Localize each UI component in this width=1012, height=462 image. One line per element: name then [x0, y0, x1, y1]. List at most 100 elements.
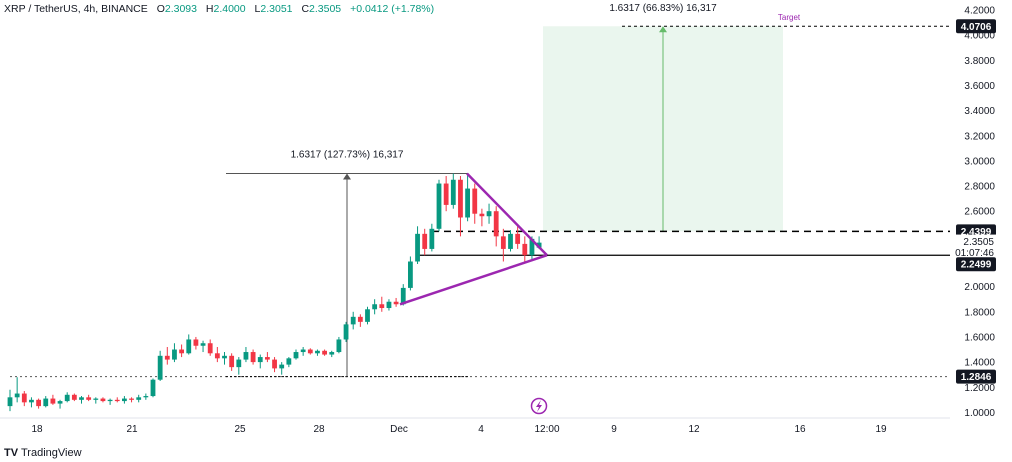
triangle-lower-line[interactable]: [399, 254, 548, 306]
price-tick-label: 1.8000: [964, 307, 995, 318]
candle-body: [86, 397, 92, 400]
candle-body: [315, 350, 320, 354]
events-lightning-icon[interactable]: [530, 397, 548, 415]
candle-body: [508, 233, 513, 249]
candle-body: [179, 349, 184, 354]
candle-body: [458, 179, 463, 218]
price-tick-label: 2.0000: [964, 282, 995, 293]
candle-body: [307, 349, 313, 354]
candle-body: [122, 398, 127, 402]
candle-body: [143, 396, 149, 398]
tradingview-logo[interactable]: TV TradingView: [4, 447, 82, 459]
candle-body: [200, 343, 206, 346]
candle-body: [236, 359, 242, 368]
price-tick-label: 3.0000: [964, 156, 995, 167]
candle-body: [515, 233, 521, 244]
price-tick-label: 3.4000: [964, 106, 995, 117]
candle-body: [186, 339, 192, 354]
price-tick-label: 1.6000: [964, 332, 995, 343]
low-value: 2.3051: [260, 3, 292, 15]
time-tick-label: 16: [794, 424, 806, 435]
candle-body: [429, 228, 435, 249]
time-tick-label: 9: [611, 424, 617, 435]
candle-body: [7, 397, 13, 407]
candle-body: [450, 179, 456, 205]
target-annotation: Target: [778, 13, 801, 22]
candle-body: [379, 304, 385, 309]
candle-body: [300, 349, 306, 353]
candle-body: [350, 316, 356, 325]
candle-body: [365, 309, 370, 322]
price-label-text: 01:07:46: [955, 248, 994, 259]
price-tick-label: 3.2000: [964, 131, 995, 142]
candle-body: [172, 349, 177, 360]
candle-body: [465, 188, 470, 218]
close-value: 2.3505: [309, 3, 341, 15]
candle-body: [29, 399, 34, 403]
price-tick-label: 1.2000: [964, 383, 995, 394]
candle-body: [93, 398, 99, 400]
candle-body: [536, 242, 542, 248]
candle-body: [415, 233, 420, 262]
candle-body: [64, 394, 70, 402]
candle-body: [443, 183, 449, 205]
measure-label-2: 1.6317 (66.83%) 16,317: [609, 3, 717, 14]
candle-body: [243, 352, 249, 360]
triangle-upper-line[interactable]: [466, 172, 548, 257]
time-tick-label: 12:00: [534, 424, 559, 435]
tradingview-logo-icon: TV: [4, 447, 19, 459]
price-tick-label: 4.2000: [964, 6, 995, 17]
measure-label-1: 1.6317 (127.73%) 16,317: [291, 149, 404, 160]
price-axis[interactable]: 1.00001.20001.40001.60001.80002.00002.20…: [964, 6, 995, 419]
candle-body: [114, 399, 120, 402]
candle-body: [214, 353, 220, 359]
price-tick-label: 4.0000: [964, 31, 995, 42]
measure-arrowhead: [343, 173, 351, 180]
candle-body: [529, 238, 535, 256]
time-tick-label: 12: [688, 424, 700, 435]
candle-body: [393, 301, 399, 305]
time-axis[interactable]: 18 21 25 28 Dec 4 12:00 9 12 16 19: [31, 424, 887, 435]
time-tick-label: 21: [126, 424, 138, 435]
candle-body: [222, 355, 227, 359]
candle-body: [357, 316, 363, 322]
candle-body: [343, 324, 349, 340]
symbol-title: XRP / TetherUS, 4h, BINANCE: [4, 3, 148, 15]
price-label-text: 2.3505: [963, 237, 994, 248]
candle-body: [36, 399, 41, 407]
candle-body: [136, 397, 142, 400]
high-value: 2.4000: [214, 3, 246, 15]
candle-body: [150, 379, 156, 397]
candle-body: [486, 211, 492, 217]
change-value: +0.0412 (+1.78%): [350, 3, 434, 15]
candle-body: [279, 364, 285, 369]
price-label-box: [956, 369, 996, 384]
candle-body: [43, 398, 49, 407]
candle-body: [229, 355, 235, 368]
candle-body: [57, 401, 63, 404]
candle-body: [207, 343, 213, 354]
candle-body: [422, 233, 428, 249]
candle-body: [400, 287, 406, 305]
price-label-box: [954, 234, 998, 248]
candle-body: [14, 393, 20, 398]
price-label-text: 2.4399: [961, 227, 992, 238]
time-tick-label: 25: [234, 424, 246, 435]
time-tick-label: 19: [875, 424, 887, 435]
candle-body: [408, 261, 413, 288]
price-tick-label: 3.8000: [964, 56, 995, 67]
candle-body: [479, 213, 485, 217]
candle-body: [272, 359, 277, 369]
projection-arrowhead: [659, 26, 667, 33]
candle-body: [71, 394, 77, 400]
price-label-box: [956, 257, 996, 272]
candle-body: [436, 183, 442, 229]
candle-body: [286, 358, 292, 365]
price-tick-label: 2.8000: [964, 182, 995, 193]
candle-body: [250, 352, 256, 363]
candle-body: [265, 357, 270, 360]
candle-body: [329, 352, 335, 355]
price-tick-label: 3.6000: [964, 81, 995, 92]
